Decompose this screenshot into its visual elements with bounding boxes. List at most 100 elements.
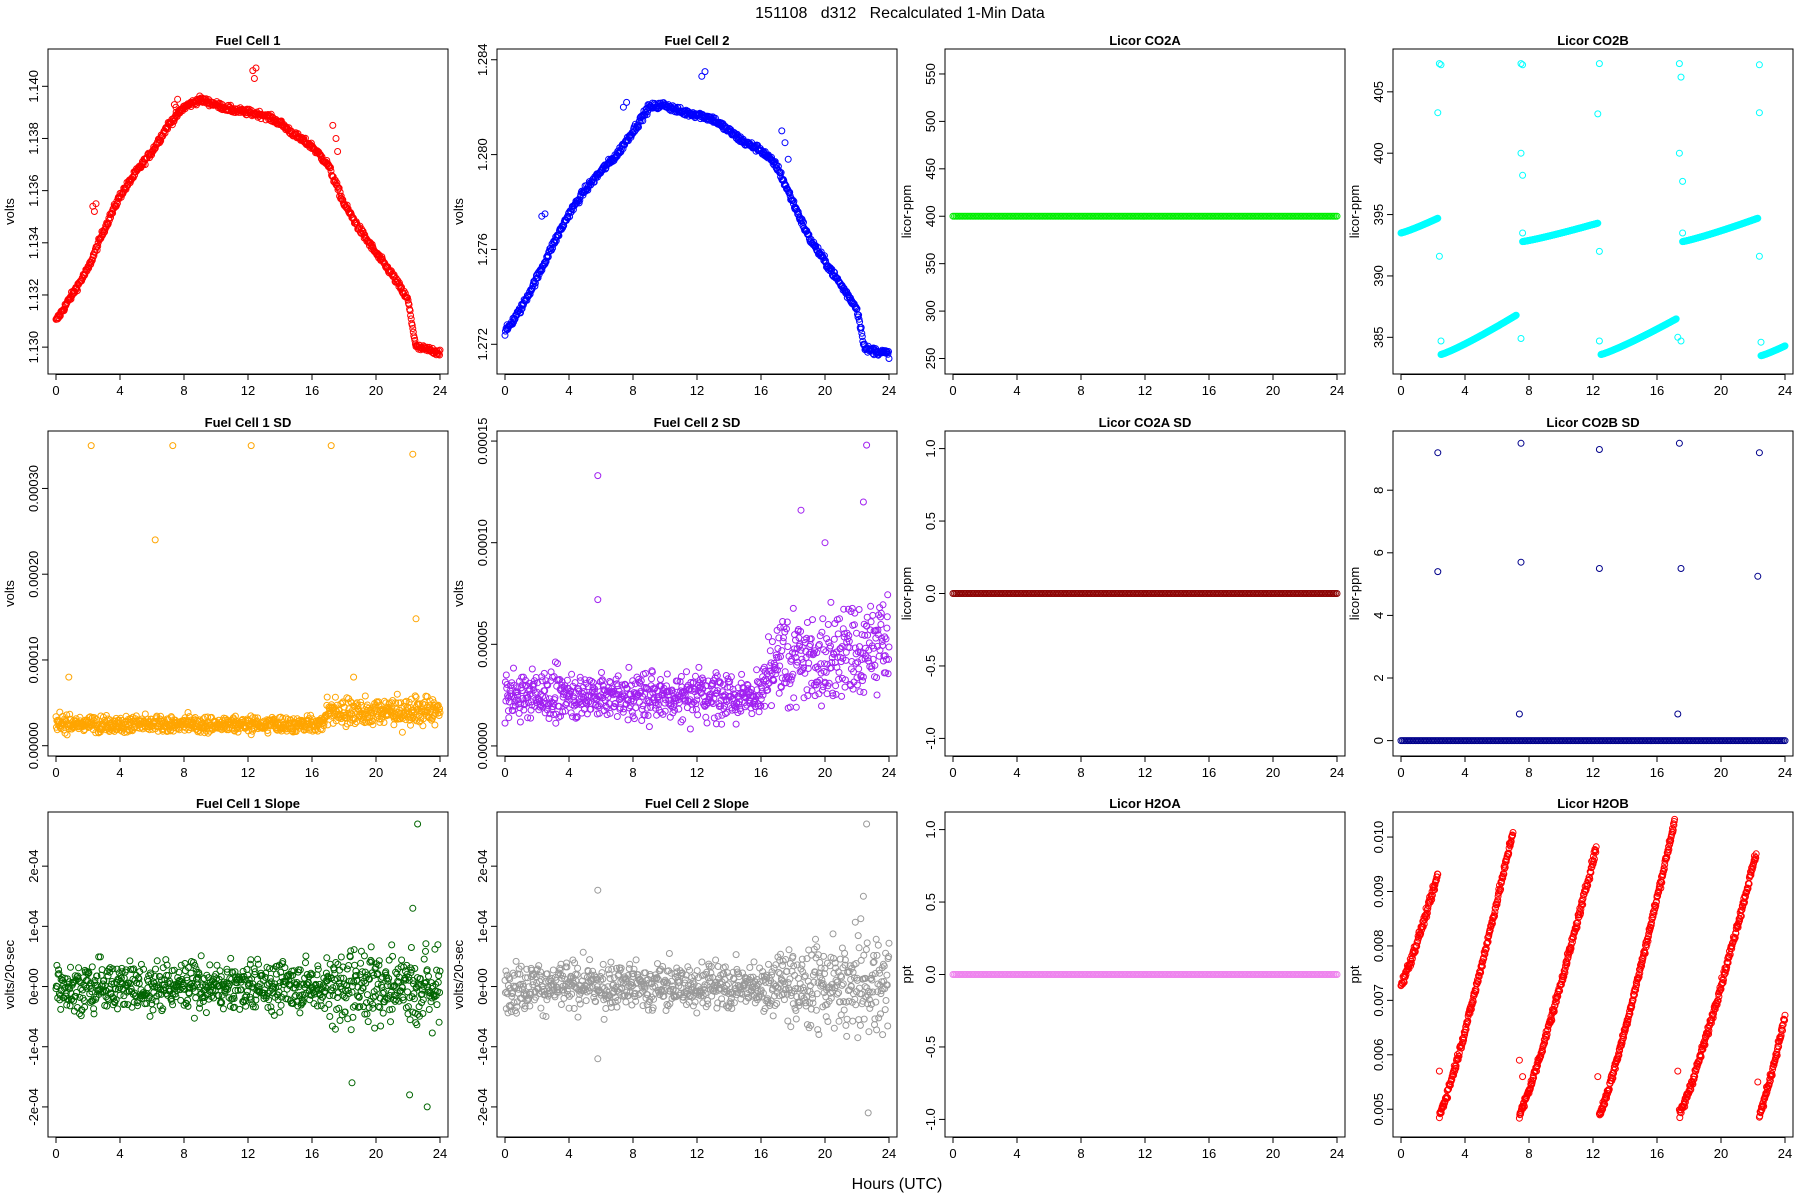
data-point <box>710 714 718 722</box>
data-point <box>327 442 335 450</box>
data-point <box>1677 73 1685 81</box>
x-tick-label: 0 <box>949 765 956 780</box>
data-point <box>151 536 159 544</box>
x-tick-label: 8 <box>629 383 636 398</box>
data-point <box>855 665 863 673</box>
data-point <box>419 722 427 730</box>
panel-title: Fuel Cell 2 <box>664 33 729 48</box>
data-point <box>686 725 694 733</box>
data-point <box>109 209 117 217</box>
y-tick-label: 400 <box>923 205 938 227</box>
panel-title: Licor CO2A <box>1109 33 1181 48</box>
data-point <box>778 127 786 135</box>
data-point <box>65 673 73 681</box>
y-tick-label: 1.276 <box>475 233 490 266</box>
y-tick-label: 0.00015 <box>475 418 490 465</box>
x-tick-label: 16 <box>1650 383 1664 398</box>
data-point <box>408 321 416 329</box>
data-point <box>85 264 93 272</box>
data-point <box>343 201 351 209</box>
data-point <box>732 720 740 728</box>
data-point <box>1437 337 1445 345</box>
data-point <box>434 350 442 358</box>
panel-title: Fuel Cell 1 <box>215 33 280 48</box>
x-tick-label: 20 <box>1714 383 1728 398</box>
data-point <box>613 713 621 720</box>
x-tick-label: 20 <box>369 383 383 398</box>
y-tick-label: 0.00000 <box>475 722 490 769</box>
data-point <box>1517 335 1525 342</box>
plot-frame <box>496 48 898 375</box>
data-point <box>332 135 340 142</box>
panel-title: Fuel Cell 1 SD <box>205 415 292 430</box>
data-point <box>1677 337 1685 345</box>
y-tick-label: 1.280 <box>475 138 490 171</box>
data-point <box>883 613 891 621</box>
data-point <box>594 472 602 480</box>
x-tick-label: 8 <box>629 765 636 780</box>
data-point <box>590 178 598 186</box>
panel-title: Licor CO2B <box>1557 33 1629 48</box>
y-axis-label: volts <box>2 580 17 607</box>
data-point <box>786 703 794 711</box>
plot-frame <box>944 48 1346 375</box>
data-point <box>294 130 302 138</box>
data-point <box>824 621 832 628</box>
data-point <box>815 690 823 698</box>
x-tick-label: 24 <box>882 383 896 398</box>
data-point <box>184 709 192 716</box>
data-point <box>867 602 875 610</box>
y-tick-label: 1.138 <box>26 122 41 155</box>
data-point <box>247 442 255 450</box>
data-point <box>531 282 539 290</box>
series-points <box>52 64 444 359</box>
data-point <box>1674 333 1682 341</box>
x-tick-label: 12 <box>241 383 255 398</box>
x-tick-label: 0 <box>52 383 59 398</box>
data-point <box>768 702 775 710</box>
x-tick-label: 12 <box>241 765 255 780</box>
data-point <box>594 596 602 604</box>
data-point <box>148 151 156 159</box>
y-tick-label: 0.00030 <box>26 465 41 512</box>
data-point <box>683 668 690 676</box>
data-point <box>1435 252 1443 260</box>
x-tick-label: 20 <box>1266 765 1280 780</box>
data-point <box>1595 60 1603 68</box>
data-point <box>350 673 358 681</box>
data-point <box>884 591 892 599</box>
data-point <box>1757 338 1765 346</box>
data-point <box>323 693 331 701</box>
x-tick-label: 12 <box>690 765 704 780</box>
y-axis-label: licor-ppm <box>899 567 914 620</box>
data-point <box>412 615 420 623</box>
data-point <box>100 229 107 237</box>
x-tick-label: 16 <box>1202 765 1216 780</box>
data-point <box>85 262 93 270</box>
data-point <box>398 728 406 736</box>
data-point <box>748 710 756 718</box>
figure-xlabel: Hours (UTC) <box>852 1176 943 1193</box>
data-point <box>632 704 640 712</box>
data-point <box>885 355 893 362</box>
data-point <box>638 717 646 724</box>
data-point <box>336 188 344 196</box>
data-point <box>1595 337 1603 345</box>
data-point <box>1679 229 1687 237</box>
data-point <box>695 663 703 671</box>
data-point <box>657 676 664 683</box>
data-point <box>407 312 415 319</box>
data-point <box>1594 110 1602 118</box>
y-tick-label: 1.132 <box>26 279 41 312</box>
x-tick-label: 16 <box>1202 383 1216 398</box>
y-axis-label: volts <box>451 580 466 607</box>
x-tick-label: 12 <box>690 383 704 398</box>
data-point <box>334 148 342 155</box>
y-tick-label: 500 <box>923 111 938 133</box>
data-point <box>327 164 334 171</box>
